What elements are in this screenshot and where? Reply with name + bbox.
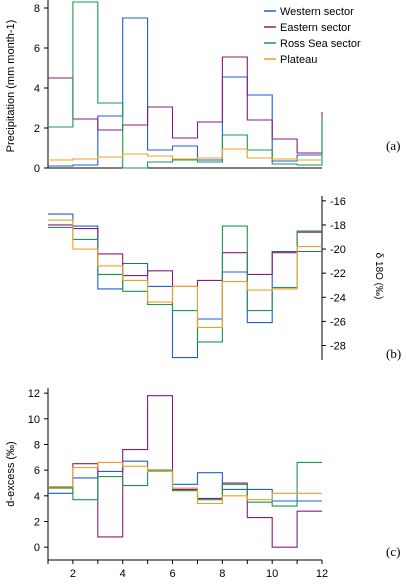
panel-b-series-ross-sea [48,225,322,343]
panel-a-series-eastern [48,56,323,154]
panel-a-y-ticks: 0 2 4 6 8 [34,3,48,175]
panel-c-ytick-label: 2 [34,516,40,528]
panel-c-d-excess: 0 2 4 6 8 10 12 2 4 6 8 10 12 d-excess (‰) (c) [5,388,400,580]
panel-a-ytick-label: 8 [34,3,40,15]
panel-c-ytick-label: 0 [34,542,40,554]
panel-a-ytick-label: 4 [34,83,40,95]
panel-a-ytick-label: 0 [34,163,40,175]
legend-label-western: Western sector [280,6,354,18]
x-tick-label: 12 [316,568,328,580]
panel-b-ytick-label: -16 [330,196,346,208]
panel-b-series-eastern [48,224,322,287]
legend-item-ross-sea: Ross Sea sector [264,38,361,50]
panel-b-ylabel: δ 18O (‰) [373,253,384,300]
panel-a-series-plateau [48,148,322,161]
panel-b-ytick-label: -22 [330,268,346,280]
legend: Western sector Eastern sector Ross Sea s… [264,6,361,66]
panel-b-ytick-label: -20 [330,244,346,256]
panel-b-ytick-label: -28 [330,341,346,353]
panel-a-precipitation: 0 2 4 6 8 Precipitation (mm month-1) (a) Wes… [5,0,400,175]
panel-c-x-ticks: 2 4 6 8 10 12 [47,560,328,580]
panel-a-label: (a) [386,138,400,153]
panel-b-series-plateau [48,219,322,328]
panel-a-ytick-label: 2 [34,123,40,135]
panel-a-series-lines [48,1,323,169]
panel-c-series-ross-sea [48,461,322,507]
panel-c-ylabel: d-excess (‰) [5,441,17,506]
x-tick-label: 6 [169,568,175,580]
panel-b-ytick-label: -24 [330,292,346,304]
panel-c-series-eastern [48,395,322,548]
panel-b-y-ticks: -28 -26 -24 -22 -20 -18 -16 [322,196,346,353]
panel-c-ytick-label: 8 [34,439,40,451]
panel-c-ytick-label: 6 [34,465,40,477]
panel-c-series-plateau [48,461,322,505]
legend-label-ross-sea: Ross Sea sector [280,38,361,50]
legend-item-western: Western sector [264,6,354,18]
legend-label-eastern: Eastern sector [280,22,351,34]
x-tick-label: 8 [219,568,225,580]
x-tick-label: 4 [120,568,126,580]
x-tick-label: 10 [266,568,278,580]
x-tick-label: 2 [70,568,76,580]
panel-c-ytick-label: 4 [34,491,40,503]
panel-a-ylabel: Precipitation (mm month-1) [5,20,17,153]
panel-b-label: (b) [386,346,401,361]
panel-b-series-lines [48,213,322,359]
panel-b-ytick-label: -26 [330,316,346,328]
panel-b-ytick-label: -18 [330,220,346,232]
panel-c-ytick-label: 12 [28,388,40,400]
legend-item-plateau: Plateau [264,54,317,66]
panel-a-series-ross-sea [48,1,323,169]
legend-item-eastern: Eastern sector [264,22,351,34]
panel-b-delta-18o: -28 -26 -24 -22 -20 -18 -16 δ 18O (‰) (b) [48,196,401,361]
panel-c-y-ticks: 0 2 4 6 8 10 12 [28,388,48,554]
panel-a-ytick-label: 6 [34,43,40,55]
panel-c-ytick-label: 10 [28,414,40,426]
panel-c-label: (c) [386,544,400,559]
legend-label-plateau: Plateau [280,54,317,66]
panel-c-series-lines [48,395,322,548]
